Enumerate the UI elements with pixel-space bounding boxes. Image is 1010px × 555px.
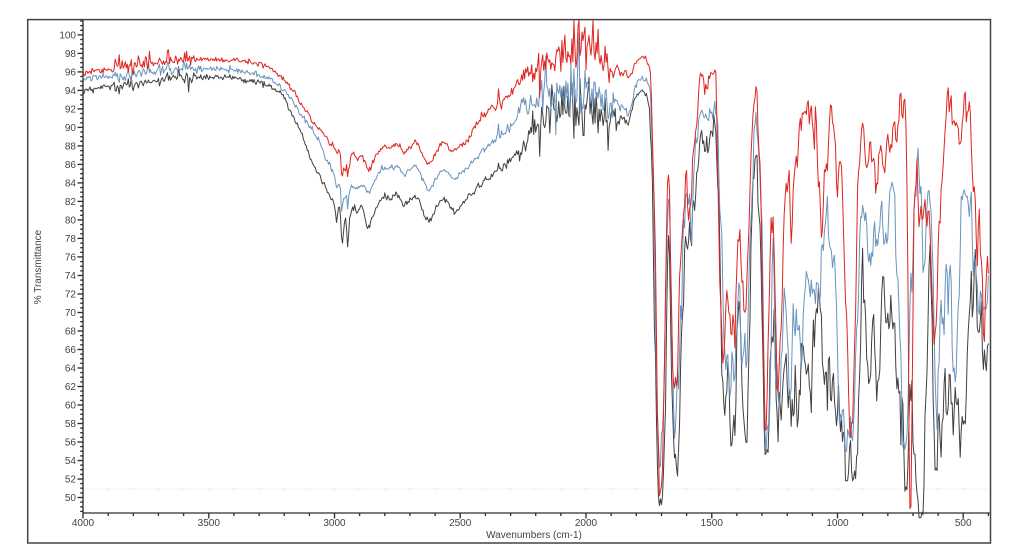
- svg-text:58: 58: [65, 419, 77, 430]
- svg-text:100: 100: [59, 30, 76, 41]
- svg-text:78: 78: [65, 234, 77, 245]
- svg-text:98: 98: [65, 49, 77, 60]
- svg-text:86: 86: [65, 160, 77, 171]
- svg-text:84: 84: [65, 178, 77, 189]
- svg-text:68: 68: [65, 326, 77, 337]
- svg-text:2000: 2000: [575, 518, 598, 529]
- svg-text:500: 500: [955, 518, 972, 529]
- svg-text:66: 66: [65, 345, 77, 356]
- svg-text:94: 94: [65, 86, 77, 97]
- svg-text:1500: 1500: [701, 518, 724, 529]
- svg-text:54: 54: [65, 456, 77, 467]
- svg-text:76: 76: [65, 252, 77, 263]
- svg-text:4000: 4000: [72, 518, 95, 529]
- svg-text:52: 52: [65, 474, 77, 485]
- svg-text:90: 90: [65, 123, 77, 134]
- svg-text:72: 72: [65, 289, 77, 300]
- svg-text:62: 62: [65, 382, 77, 393]
- svg-text:2500: 2500: [449, 518, 472, 529]
- svg-text:96: 96: [65, 67, 77, 78]
- svg-text:82: 82: [65, 197, 77, 208]
- svg-text:3000: 3000: [323, 518, 346, 529]
- svg-text:92: 92: [65, 104, 77, 115]
- svg-text:74: 74: [65, 271, 77, 282]
- svg-text:88: 88: [65, 141, 77, 152]
- svg-text:56: 56: [65, 437, 77, 448]
- svg-text:3500: 3500: [198, 518, 221, 529]
- svg-text:% Transmittance: % Transmittance: [33, 229, 44, 304]
- svg-text:60: 60: [65, 400, 77, 411]
- svg-text:50: 50: [65, 493, 77, 504]
- svg-text:70: 70: [65, 308, 77, 319]
- svg-text:64: 64: [65, 363, 77, 374]
- svg-text:1000: 1000: [826, 518, 849, 529]
- svg-text:80: 80: [65, 215, 77, 226]
- svg-text:Wavenumbers (cm-1): Wavenumbers (cm-1): [486, 530, 582, 541]
